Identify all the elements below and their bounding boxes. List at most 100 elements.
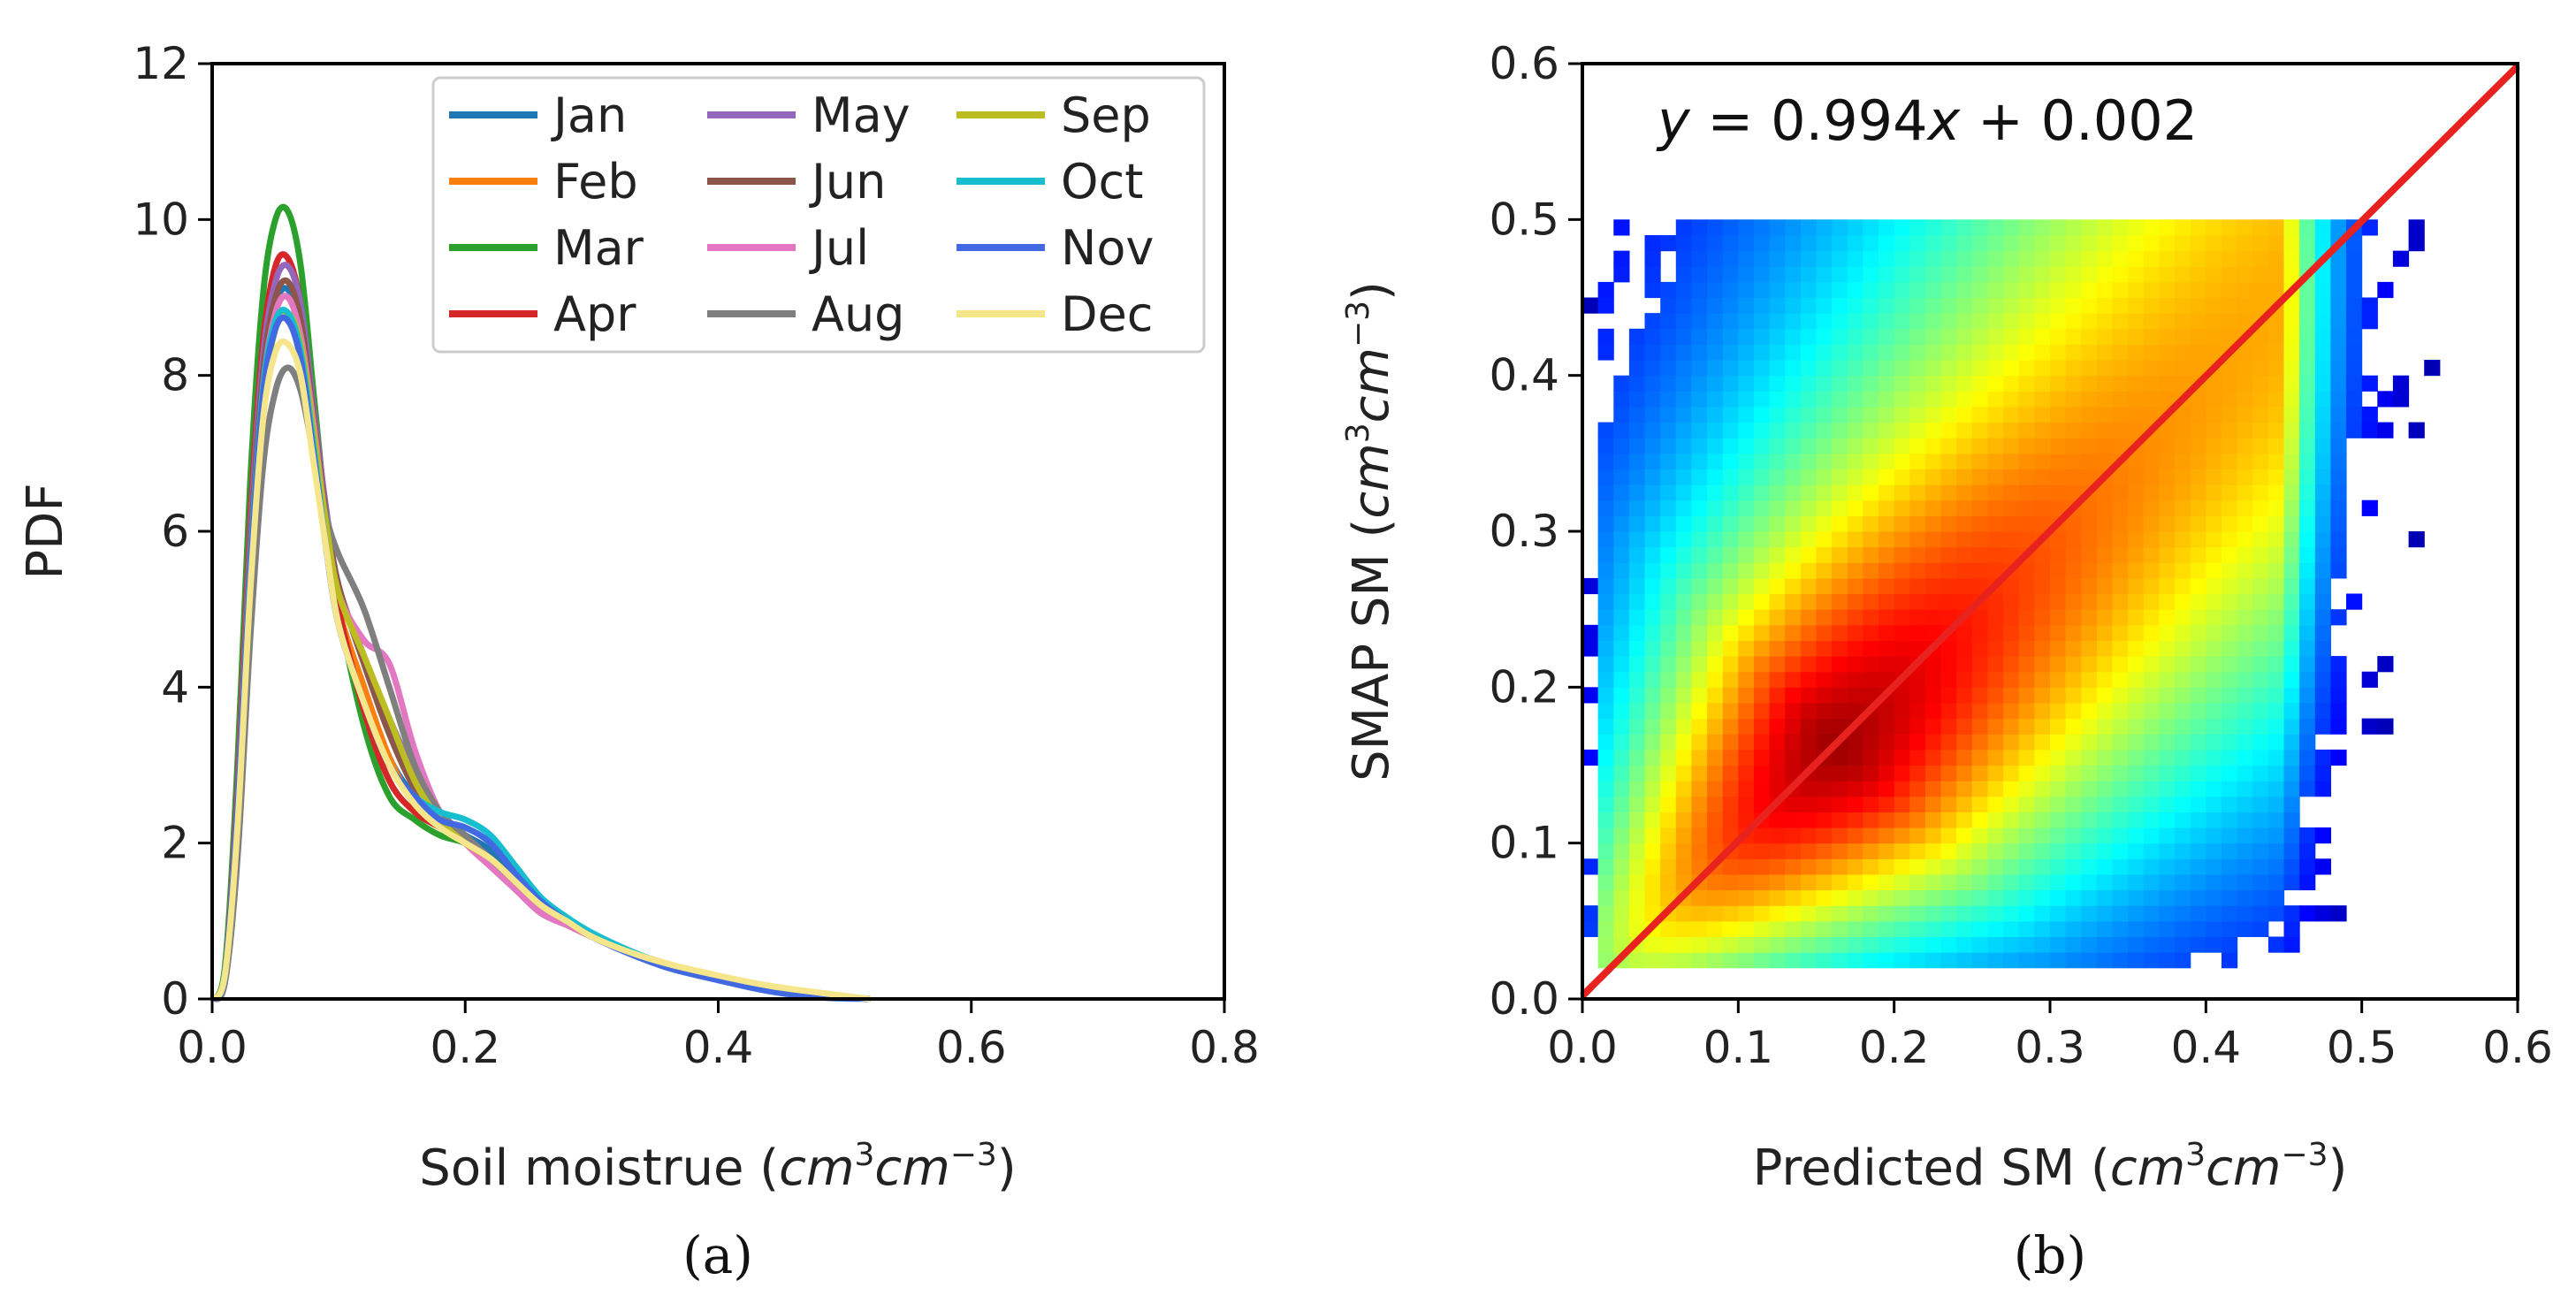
heatmap-cell (1832, 624, 1848, 641)
legend-label-mar: Mar (553, 220, 644, 276)
heatmap-cell (2361, 671, 2378, 688)
heatmap-cell (2237, 531, 2253, 548)
heatmap-cell (1894, 593, 1910, 610)
heatmap-cell (2299, 344, 2316, 361)
heatmap-cell (1894, 391, 1910, 408)
heatmap-cell (1644, 952, 1661, 969)
heatmap-cell (1707, 718, 1724, 735)
heatmap-cell (1754, 577, 1771, 595)
heatmap-cell (2190, 406, 2206, 423)
heatmap-cell (1832, 375, 1848, 392)
heatmap-cell (1987, 718, 2004, 735)
heatmap-cell (1924, 703, 1942, 720)
heatmap-cell (1754, 827, 1771, 844)
heatmap-cell (2330, 438, 2347, 454)
heatmap-cell (2222, 749, 2238, 766)
heatmap-cell (2222, 406, 2238, 423)
heatmap-cell (2190, 328, 2206, 345)
heatmap-cell (2330, 266, 2347, 283)
heatmap-cell (1863, 577, 1879, 595)
heatmap-cell (1738, 266, 1755, 283)
heatmap-cell (1675, 905, 1692, 922)
heatmap-cell (1971, 812, 1988, 828)
heatmap-cell (2081, 360, 2098, 377)
heatmap-cell (2408, 422, 2425, 438)
heatmap-cell (2112, 266, 2129, 283)
heatmap-cell (2175, 422, 2191, 438)
heatmap-cell (1987, 235, 2004, 252)
heatmap-cell (1894, 313, 1910, 330)
heatmap-cell (1924, 250, 1942, 267)
heatmap-cell (2081, 905, 2098, 922)
heatmap-cell (2065, 406, 2082, 423)
heatmap-cell (2267, 406, 2285, 423)
heatmap-cell (2175, 827, 2191, 844)
heatmap-cell (1924, 858, 1942, 875)
heatmap-cell (2081, 952, 2098, 969)
heatmap-cell (2143, 920, 2160, 937)
heatmap-cell (2065, 219, 2082, 236)
heatmap-cell (2206, 624, 2222, 641)
heatmap-cell (2267, 749, 2285, 766)
heatmap-cell (1613, 577, 1630, 595)
heatmap-cell (1613, 391, 1630, 408)
heatmap-cell (1628, 687, 1646, 704)
heatmap-cell (2050, 360, 2067, 377)
heatmap-cell (2206, 936, 2222, 953)
heatmap-cell (1879, 562, 1895, 579)
heatmap-cell (2175, 453, 2191, 469)
heatmap-cell (2128, 889, 2145, 906)
heatmap-cell (2267, 313, 2285, 330)
heatmap-cell (2096, 640, 2114, 657)
heatmap-cell (2128, 453, 2145, 469)
heatmap-cell (2018, 422, 2035, 438)
heatmap-cell (2237, 484, 2253, 501)
regression-equation: y = 0.994x + 0.002 (1656, 88, 2198, 153)
heatmap-cell (1863, 219, 1879, 236)
heatmap-cell (2283, 360, 2300, 377)
heatmap-cell (2159, 375, 2176, 392)
heatmap-cell (1613, 531, 1630, 548)
heatmap-cell (1909, 250, 1926, 267)
heatmap-cell (1971, 781, 1988, 797)
heatmap-cell (2143, 889, 2160, 906)
heatmap-cell (1769, 905, 1786, 922)
heatmap-cell (2065, 873, 2082, 891)
heatmap-cell (1894, 484, 1910, 501)
heatmap-cell (1675, 609, 1692, 626)
heatmap-cell (1675, 328, 1692, 345)
heatmap-cell (1691, 889, 1708, 906)
heatmap-cell (1738, 920, 1755, 937)
heatmap-cell (2267, 609, 2285, 626)
heatmap-cell (1644, 453, 1661, 469)
heatmap-cell (2003, 219, 2020, 236)
heatmap-cell (2190, 438, 2206, 454)
x-tick-label: 0.4 (2171, 1022, 2242, 1073)
heatmap-cell (1863, 546, 1879, 563)
heatmap-cell (2050, 749, 2067, 766)
heatmap-cell (1847, 920, 1863, 937)
heatmap-cell (1971, 235, 1988, 252)
heatmap-cell (2206, 531, 2222, 548)
heatmap-cell (1644, 546, 1661, 563)
heatmap-cell (2283, 609, 2300, 626)
heatmap-cell (1894, 734, 1910, 751)
heatmap-cell (2377, 281, 2394, 299)
heatmap-cell (2081, 406, 2098, 423)
heatmap-cell (1847, 562, 1863, 579)
heatmap-cell (2237, 235, 2253, 252)
heatmap-cell (2190, 219, 2206, 236)
heatmap-cell (2314, 406, 2331, 423)
heatmap-cell (2050, 624, 2067, 641)
heatmap-cell (1769, 391, 1786, 408)
heatmap-cell (2065, 250, 2082, 267)
heatmap-cell (2190, 827, 2206, 844)
heatmap-cell (2034, 952, 2051, 969)
heatmap-cell (2206, 718, 2222, 735)
heatmap-cell (2222, 781, 2238, 797)
heatmap-cell (1816, 422, 1833, 438)
heatmap-cell (1675, 313, 1692, 330)
heatmap-cell (2034, 281, 2051, 299)
heatmap-cell (2206, 391, 2222, 408)
heatmap-cell (2034, 562, 2051, 579)
